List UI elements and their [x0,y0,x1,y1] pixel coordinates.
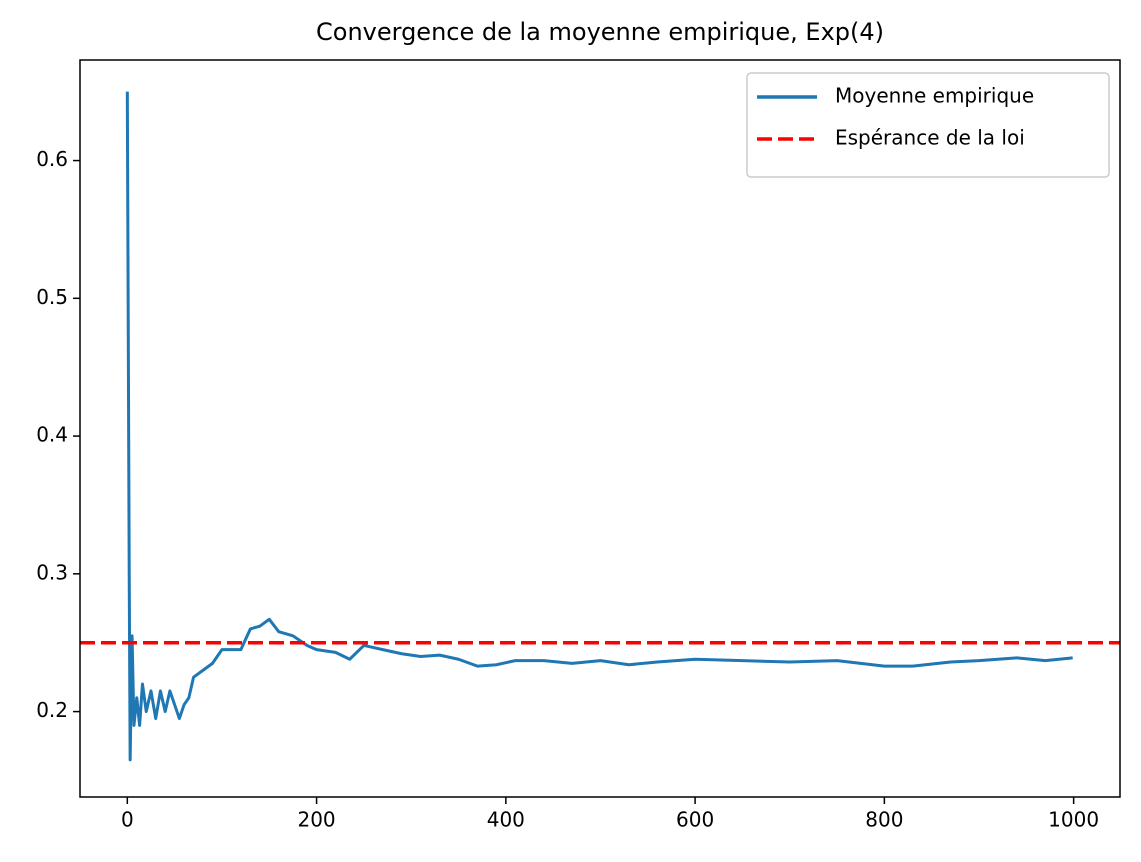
y-tick-label: 0.5 [36,285,68,309]
x-tick-label: 400 [487,808,525,832]
y-tick-label: 0.3 [36,560,68,584]
data-line [125,91,1073,762]
legend-label: Espérance de la loi [835,126,1025,150]
x-tick-label: 600 [676,808,714,832]
y-tick-label: 0.6 [36,147,68,171]
legend-box [746,72,1110,178]
chart-title: Convergence de la moyenne empirique, Exp… [316,18,884,46]
x-tick-label: 1000 [1048,808,1099,832]
axes-frame [79,59,1121,798]
y-tick-label: 0.4 [36,423,68,447]
y-tick-label: 0.2 [36,698,68,722]
x-tick-label: 200 [297,808,335,832]
legend-label: Moyenne empirique [835,84,1034,108]
x-tick-label: 0 [121,808,134,832]
x-tick-label: 800 [865,808,903,832]
